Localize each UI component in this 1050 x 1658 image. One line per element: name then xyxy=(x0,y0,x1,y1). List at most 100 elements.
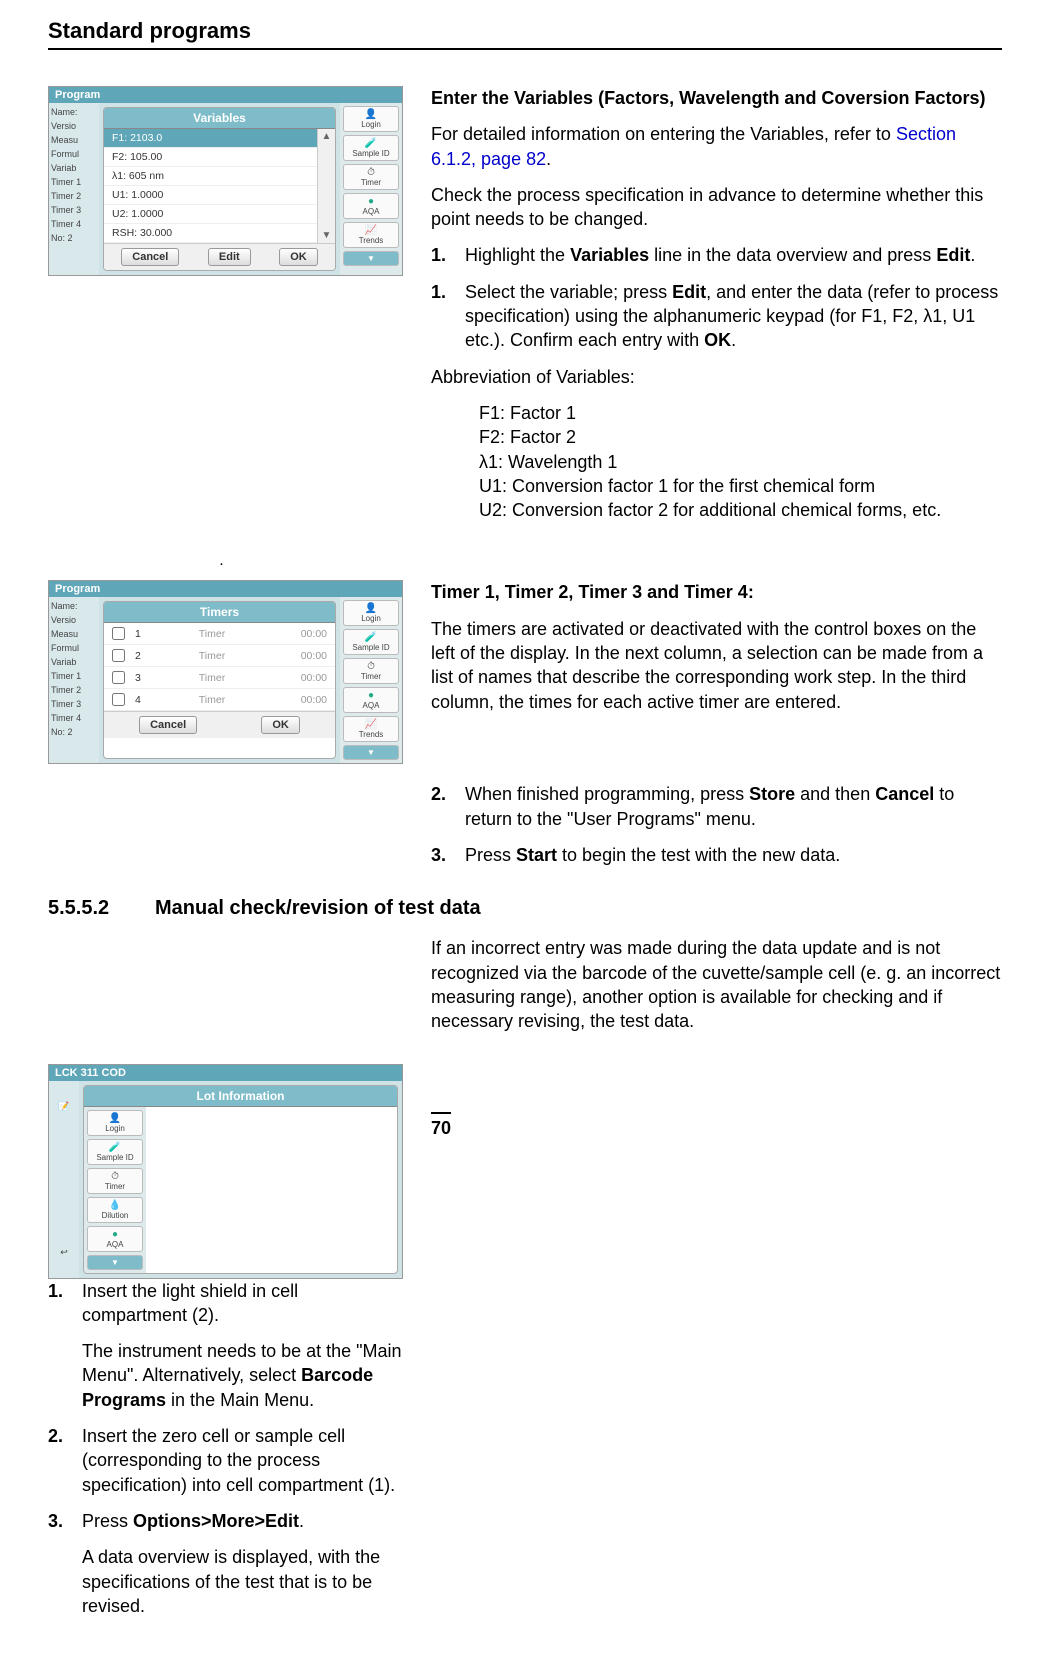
variables-screenshot-container: Program Name: Versio Measu Formul Variab… xyxy=(48,86,403,276)
right-toolbar: 👤Login 🧪Sample ID ⏱Timer 💧Dilution ●AQA … xyxy=(84,1107,146,1273)
timer-icon: ⏱ xyxy=(344,167,398,178)
variable-row[interactable]: U1: 1.0000 xyxy=(104,186,317,205)
left-item: Versio xyxy=(51,121,97,131)
cancel-button[interactable]: Cancel xyxy=(121,248,179,266)
variable-row[interactable]: U2: 1.0000 xyxy=(104,205,317,224)
variables-check: Check the process specification in advan… xyxy=(431,183,1002,232)
left-item: Timer 1 xyxy=(51,177,97,187)
timer-row[interactable]: 1Timer00:00 xyxy=(104,623,335,645)
page-footer: 70 xyxy=(431,1112,451,1139)
timer-button[interactable]: ⏱Timer xyxy=(87,1168,143,1194)
down-button[interactable]: ▼ xyxy=(343,745,399,760)
trends-button[interactable]: 📈Trends xyxy=(343,716,399,742)
aqa-button[interactable]: ●AQA xyxy=(343,193,399,219)
timer-row[interactable]: 2Timer00:00 xyxy=(104,645,335,667)
timer-button[interactable]: ⏱Timer xyxy=(343,164,399,190)
subsection-heading: 5.5.5.2 Manual check/revision of test da… xyxy=(48,897,1002,920)
timers-section: Program Name: Versio Measu Formul Variab… xyxy=(48,580,1002,764)
subsection-title: Manual check/revision of test data xyxy=(155,897,481,920)
timers-heading: Timer 1, Timer 2, Timer 3 and Timer 4: xyxy=(431,580,1002,604)
abbrev-f1: F1: Factor 1 xyxy=(479,401,1002,425)
edit-icon[interactable]: 📝 xyxy=(58,1101,69,1112)
abbrev-list: F1: Factor 1 F2: Factor 2 λ1: Wavelength… xyxy=(431,401,1002,522)
timers-text: Timer 1, Timer 2, Timer 3 and Timer 4: T… xyxy=(431,580,1002,725)
right-toolbar: 👤Login 🧪Sample ID ⏱Timer ●AQA 📈Trends ▼ xyxy=(340,103,402,275)
trends-button[interactable]: 📈Trends xyxy=(343,222,399,248)
login-button[interactable]: 👤Login xyxy=(343,600,399,626)
lot-step-3a: A data overview is displayed, with the s… xyxy=(48,1545,403,1618)
timers-steps: 2. When finished programming, press Stor… xyxy=(48,782,1002,879)
left-item: Timer 4 xyxy=(51,219,97,229)
ok-button[interactable]: OK xyxy=(261,716,300,734)
left-item: Name: xyxy=(51,107,97,117)
timers-desc: The timers are activated or deactivated … xyxy=(431,617,1002,714)
dilution-button[interactable]: 💧Dilution xyxy=(87,1197,143,1223)
abbrev-u1: U1: Conversion factor 1 for the first ch… xyxy=(479,474,1002,498)
lot-text: 1. Insert the light shield in cell compa… xyxy=(48,1279,403,1619)
timer-checkbox[interactable] xyxy=(112,627,125,640)
page: Standard programs Program Name: Versio M… xyxy=(0,0,1050,1658)
aqa-button[interactable]: ●AQA xyxy=(87,1226,143,1252)
scroll-arrows[interactable]: ▲▼ xyxy=(317,129,335,243)
timer-checkbox[interactable] xyxy=(112,693,125,706)
subsection-intro-text: If an incorrect entry was made during th… xyxy=(431,936,1002,1033)
step-2: 2. When finished programming, press Stor… xyxy=(431,782,1002,831)
aqa-button[interactable]: ●AQA xyxy=(343,687,399,713)
lot-step-1: 1. Insert the light shield in cell compa… xyxy=(48,1279,403,1328)
variable-row[interactable]: λ1: 605 nm xyxy=(104,167,317,186)
variables-modal: Variables F1: 2103.0 F2: 105.00 λ1: 605 … xyxy=(103,107,336,271)
sample-id-button[interactable]: 🧪Sample ID xyxy=(343,629,399,655)
lot-screenshot: LCK 311 COD 📝 ↩ Lot Information 👤Login 🧪… xyxy=(48,1064,403,1279)
step-3: 3. Press Start to begin the test with th… xyxy=(431,843,1002,867)
trends-icon: 📈 xyxy=(344,225,398,236)
abbrev-f2: F2: Factor 2 xyxy=(479,425,1002,449)
lot-step-3: 3. Press Options>More>Edit. xyxy=(48,1509,403,1533)
variable-row-selected[interactable]: F1: 2103.0 xyxy=(104,129,317,148)
lot-screenshot-container: LCK 311 COD 📝 ↩ Lot Information 👤Login 🧪… xyxy=(48,1064,403,1631)
modal-title: Lot Information xyxy=(84,1086,397,1107)
lot-modal: Lot Information 👤Login 🧪Sample ID ⏱Timer… xyxy=(83,1085,398,1274)
edit-button[interactable]: Edit xyxy=(208,248,251,266)
down-button[interactable]: ▼ xyxy=(87,1255,143,1270)
variable-row[interactable]: RSH: 30.000 xyxy=(104,224,317,243)
page-title: Standard programs xyxy=(48,18,1002,50)
left-item: Variab xyxy=(51,163,97,173)
timer-checkbox[interactable] xyxy=(112,671,125,684)
login-button[interactable]: 👤Login xyxy=(343,106,399,132)
sample-id-button[interactable]: 🧪Sample ID xyxy=(87,1139,143,1165)
step-1: 1. Highlight the Variables line in the d… xyxy=(431,243,1002,267)
back-icon[interactable]: ↩ xyxy=(60,1247,68,1258)
left-item: Formul xyxy=(51,149,97,159)
left-item: No: 2 xyxy=(51,233,97,243)
modal-title: Timers xyxy=(104,602,335,623)
timer-row[interactable]: 4Timer00:00 xyxy=(104,689,335,711)
sample-id-button[interactable]: 🧪Sample ID xyxy=(343,135,399,161)
timer-button[interactable]: ⏱Timer xyxy=(343,658,399,684)
lot-step-2: 2. Insert the zero cell or sample cell (… xyxy=(48,1424,403,1497)
login-button[interactable]: 👤Login xyxy=(87,1110,143,1136)
variables-section: Program Name: Versio Measu Formul Variab… xyxy=(48,86,1002,534)
cancel-button[interactable]: Cancel xyxy=(139,716,197,734)
left-item: Timer 2 xyxy=(51,191,97,201)
aqa-icon: ● xyxy=(344,196,398,207)
variable-row[interactable]: F2: 105.00 xyxy=(104,148,317,167)
timers-screenshot-container: Program Name: Versio Measu Formul Variab… xyxy=(48,580,403,764)
sample-icon: 🧪 xyxy=(344,138,398,149)
ok-button[interactable]: OK xyxy=(279,248,318,266)
timer-checkbox[interactable] xyxy=(112,649,125,662)
abbrev-title: Abbreviation of Variables: xyxy=(431,365,1002,389)
abbrev-u2: U2: Conversion factor 2 for additional c… xyxy=(479,498,1002,522)
modal-title: Variables xyxy=(104,108,335,129)
status-bar: Program xyxy=(49,87,402,103)
subsection-intro: If an incorrect entry was made during th… xyxy=(48,936,1002,1045)
page-number: 70 xyxy=(431,1118,451,1138)
subsection-number: 5.5.5.2 xyxy=(48,897,133,920)
abbrev-lambda1: λ1: Wavelength 1 xyxy=(479,450,1002,474)
status-bar: Program xyxy=(49,581,402,597)
step-1b: 1. Select the variable; press Edit, and … xyxy=(431,280,1002,353)
dot-separator: . xyxy=(48,552,1002,570)
left-panel: Name: Versio Measu Formul Variab Timer 1… xyxy=(49,103,99,275)
left-icons: 📝 ↩ xyxy=(49,1081,79,1278)
timer-row[interactable]: 3Timer00:00 xyxy=(104,667,335,689)
down-button[interactable]: ▼ xyxy=(343,251,399,266)
